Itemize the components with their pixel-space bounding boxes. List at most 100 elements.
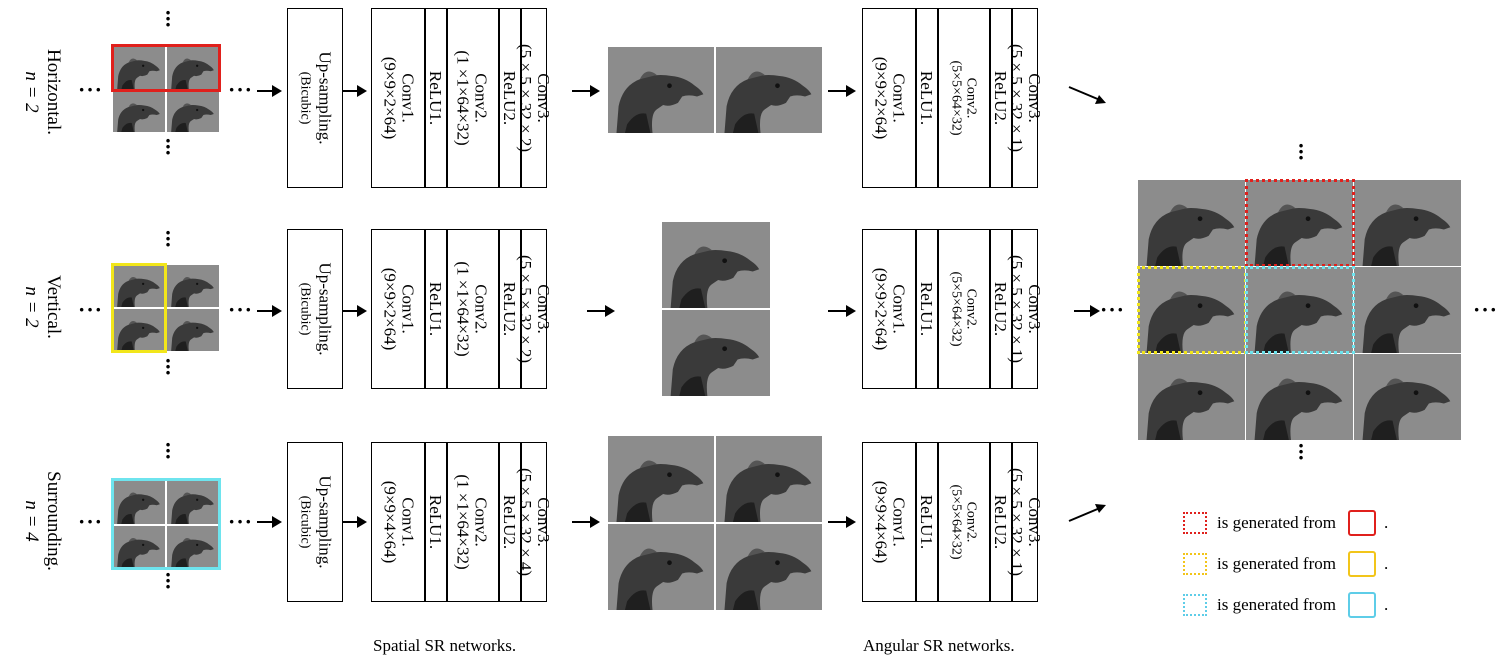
arrow (828, 516, 856, 528)
angular-relu1-label: ReLU1. (917, 494, 937, 550)
arrow (828, 85, 856, 97)
spatial-conv1-label: Conv1. (9×9×2×64) (380, 56, 417, 140)
output-view-image (1354, 180, 1461, 266)
ellipsis-v: · · · (1297, 133, 1305, 170)
yellow-dotted-frame (1137, 266, 1247, 354)
arrow (587, 305, 615, 317)
layer-divider (498, 443, 500, 601)
solid-swatch-yellow (1347, 551, 1376, 577)
spatial-conv3-label: Conv3. (5 × 5 × 32 × 4) (516, 467, 553, 577)
output-view-image (1138, 354, 1245, 440)
spatial-network-box: Conv1. (9×9×2×64) ReLU1. Conv2. (1 ×1×64×32)… (371, 8, 553, 188)
dotted-swatch-red (1183, 512, 1207, 534)
layer-divider (446, 9, 448, 187)
arrow (1074, 305, 1100, 317)
input-view-image (167, 526, 219, 568)
spatial-conv2-label: Conv2. (1 ×1×64×32) (454, 261, 491, 357)
upsampling-sub: (Bicubic) (298, 282, 313, 336)
layer-divider (937, 443, 939, 601)
spatial-conv3-label: Conv3. (5 × 5 × 32 × 2) (516, 43, 553, 153)
diagonal-arrow-down (1068, 86, 1106, 104)
arrow (572, 85, 600, 97)
input-view-image (113, 265, 165, 307)
angular-conv2-label: Conv2. (5×5×64×32) (948, 60, 979, 136)
legend-row: is generated from . (1183, 510, 1388, 536)
ellipsis-v: · · · (164, 128, 172, 165)
ellipsis-h: ··· (78, 509, 104, 534)
spatial-output-image (608, 524, 714, 610)
diagonal-arrow-up (1068, 504, 1106, 522)
red-dotted-frame (1245, 179, 1355, 267)
layer-divider (424, 443, 426, 601)
upsampling-box: Up-sampling. (Bicubic) (287, 442, 343, 602)
ellipsis-v: · · · (164, 348, 172, 385)
layer-divider (1011, 443, 1013, 601)
ellipsis-h: ··· (1473, 297, 1499, 322)
spatial-output-image (662, 310, 770, 396)
upsampling-box: Up-sampling. (Bicubic) (287, 8, 343, 188)
yellow-selection-frame (111, 263, 167, 353)
angular-network-box: Conv1. (9×9×4×64) ReLU1. Conv2. (5×5×64×32) R… (862, 442, 1044, 602)
input-view-image (167, 92, 219, 132)
legend-row: is generated from . (1183, 592, 1388, 618)
spatial-output-image (716, 436, 822, 522)
spatial-output-image (608, 436, 714, 522)
angular-conv1-label: Conv1. (9×9×2×64) (871, 56, 908, 140)
output-view-image (1354, 354, 1461, 440)
spatial-output-image (716, 524, 822, 610)
input-view-image (113, 46, 165, 90)
spatial-output-image (716, 47, 822, 133)
input-view-image (113, 480, 165, 524)
angular-relu1-label: ReLU1. (917, 70, 937, 126)
spatial-network-box: Conv1. (9×9×4×64) ReLU1. Conv2. (1 ×1×64×32)… (371, 442, 553, 602)
output-view-image (1246, 267, 1353, 353)
row-label-surrounding: Surrounding. n = 4 (21, 471, 64, 571)
layer-divider (520, 443, 522, 601)
solid-swatch-cyan (1347, 592, 1376, 618)
spatial-conv2-label: Conv2. (1 ×1×64×32) (454, 474, 491, 570)
spatial-relu1-label: ReLU1. (426, 494, 446, 550)
layer-divider (989, 230, 991, 388)
upsampling-box: Up-sampling. (Bicubic) (287, 229, 343, 389)
spatial-conv1-label: Conv1. (9×9×2×64) (380, 267, 417, 351)
legend-text: is generated from (1217, 595, 1336, 614)
arrow (257, 305, 282, 317)
ellipsis-v: · · · (164, 562, 172, 599)
solid-swatch-red (1347, 510, 1376, 536)
input-view-image (113, 526, 165, 568)
dotted-swatch-cyan (1183, 594, 1207, 616)
angular-conv3-label: Conv3. (5 × 5 × 32 × 1) (1007, 467, 1044, 577)
angular-conv2-label: Conv2. (5×5×64×32) (948, 271, 979, 347)
legend-period: . (1383, 554, 1389, 573)
row-label-horizontal: Horizontal. n = 2 (21, 48, 64, 135)
output-view-image (1246, 354, 1353, 440)
upsampling-sub: (Bicubic) (298, 71, 313, 125)
input-view-image (167, 309, 219, 351)
layer-divider (937, 230, 939, 388)
layer-divider (1011, 230, 1013, 388)
ellipsis-v: · · · (1297, 433, 1305, 470)
spatial-conv3-label: Conv3. (5 × 5 × 32 × 2) (516, 254, 553, 364)
angular-network-box: Conv1. (9×9×2×64) ReLU1. Conv2. (5×5×64×32) R… (862, 8, 1044, 188)
input-view-image (167, 265, 219, 307)
angular-conv1-label: Conv1. (9×9×2×64) (871, 267, 908, 351)
angular-conv3-label: Conv3. (5 × 5 × 32 × 1) (1007, 43, 1044, 153)
legend-row: is generated from . (1183, 551, 1388, 577)
upsampling-title: Up-sampling. (316, 475, 335, 569)
layer-divider (915, 230, 917, 388)
arrow (343, 85, 367, 97)
spatial-output-image (608, 47, 714, 133)
angular-conv2-label: Conv2. (5×5×64×32) (948, 484, 979, 560)
layer-divider (1011, 9, 1013, 187)
layer-divider (446, 230, 448, 388)
ellipsis-h: ··· (78, 77, 104, 102)
legend-text: is generated from (1217, 554, 1336, 573)
ellipsis-h: ··· (228, 297, 254, 322)
arrow (343, 516, 367, 528)
angular-relu1-label: ReLU1. (917, 281, 937, 337)
layer-divider (937, 9, 939, 187)
layer-divider (446, 443, 448, 601)
ellipsis-h: ··· (228, 509, 254, 534)
arrow (343, 305, 367, 317)
spatial-network-box: Conv1. (9×9×2×64) ReLU1. Conv2. (1 ×1×64×32)… (371, 229, 553, 389)
